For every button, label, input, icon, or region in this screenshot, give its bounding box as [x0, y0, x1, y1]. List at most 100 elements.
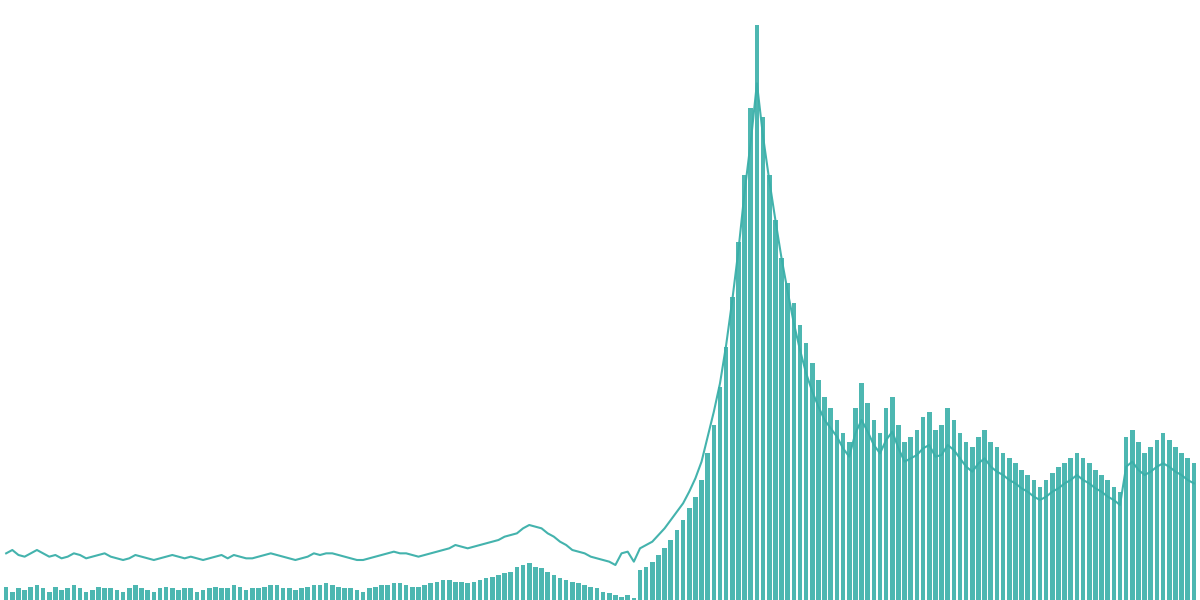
Bar: [890, 397, 895, 600]
Bar: [275, 585, 280, 600]
Bar: [1044, 480, 1049, 600]
Bar: [472, 581, 476, 600]
Bar: [391, 583, 396, 600]
Bar: [521, 565, 526, 600]
Bar: [226, 589, 230, 600]
Bar: [680, 520, 685, 600]
Bar: [115, 590, 119, 600]
Bar: [182, 589, 187, 600]
Bar: [804, 343, 809, 600]
Bar: [263, 587, 266, 600]
Bar: [200, 590, 205, 600]
Bar: [1148, 446, 1153, 600]
Bar: [244, 590, 248, 600]
Bar: [527, 563, 532, 600]
Bar: [712, 425, 716, 600]
Bar: [1130, 430, 1135, 600]
Bar: [250, 589, 254, 600]
Bar: [361, 592, 365, 600]
Bar: [1186, 458, 1190, 600]
Bar: [822, 397, 827, 600]
Bar: [588, 587, 593, 600]
Bar: [287, 589, 292, 600]
Bar: [176, 590, 181, 600]
Bar: [724, 347, 728, 600]
Bar: [755, 25, 760, 600]
Bar: [336, 587, 341, 600]
Bar: [1056, 467, 1061, 600]
Bar: [896, 425, 901, 600]
Bar: [908, 437, 913, 600]
Bar: [72, 585, 76, 600]
Bar: [644, 566, 648, 600]
Bar: [613, 595, 618, 600]
Bar: [539, 568, 544, 600]
Bar: [798, 325, 803, 600]
Bar: [305, 587, 310, 600]
Bar: [503, 574, 506, 600]
Bar: [1019, 470, 1024, 600]
Bar: [1081, 458, 1085, 600]
Bar: [84, 592, 89, 600]
Bar: [41, 589, 46, 600]
Bar: [466, 583, 470, 600]
Bar: [47, 592, 52, 600]
Bar: [1050, 473, 1055, 600]
Bar: [1117, 491, 1122, 600]
Bar: [1180, 454, 1184, 600]
Bar: [4, 587, 8, 600]
Bar: [145, 590, 150, 600]
Bar: [853, 409, 858, 600]
Bar: [59, 590, 64, 600]
Bar: [214, 587, 217, 600]
Bar: [1160, 433, 1165, 600]
Bar: [552, 575, 556, 600]
Bar: [379, 585, 384, 600]
Bar: [108, 589, 113, 600]
Bar: [355, 590, 359, 600]
Bar: [934, 430, 937, 600]
Bar: [1136, 442, 1141, 600]
Bar: [1105, 480, 1110, 600]
Bar: [871, 420, 876, 600]
Bar: [902, 442, 907, 600]
Bar: [133, 585, 138, 600]
Bar: [976, 437, 980, 600]
Bar: [841, 433, 845, 600]
Bar: [404, 585, 408, 600]
Bar: [428, 583, 433, 600]
Bar: [767, 175, 772, 600]
Bar: [595, 589, 599, 600]
Bar: [816, 380, 821, 600]
Bar: [668, 540, 673, 600]
Bar: [1038, 487, 1043, 600]
Bar: [139, 589, 144, 600]
Bar: [509, 572, 514, 600]
Bar: [1192, 463, 1196, 600]
Bar: [533, 566, 538, 600]
Bar: [792, 304, 796, 600]
Bar: [460, 581, 464, 600]
Bar: [1111, 487, 1116, 600]
Bar: [674, 530, 679, 600]
Bar: [170, 589, 175, 600]
Bar: [293, 590, 298, 600]
Bar: [718, 386, 722, 600]
Bar: [582, 585, 587, 600]
Bar: [256, 589, 260, 600]
Bar: [859, 383, 864, 600]
Bar: [1007, 458, 1012, 600]
Bar: [700, 480, 704, 600]
Bar: [1001, 454, 1006, 600]
Bar: [496, 575, 500, 600]
Bar: [570, 581, 575, 600]
Bar: [127, 589, 132, 600]
Bar: [773, 220, 778, 600]
Bar: [78, 589, 83, 600]
Bar: [545, 572, 550, 600]
Bar: [995, 446, 1000, 600]
Bar: [686, 508, 691, 600]
Bar: [946, 409, 950, 600]
Bar: [312, 585, 316, 600]
Bar: [16, 589, 20, 600]
